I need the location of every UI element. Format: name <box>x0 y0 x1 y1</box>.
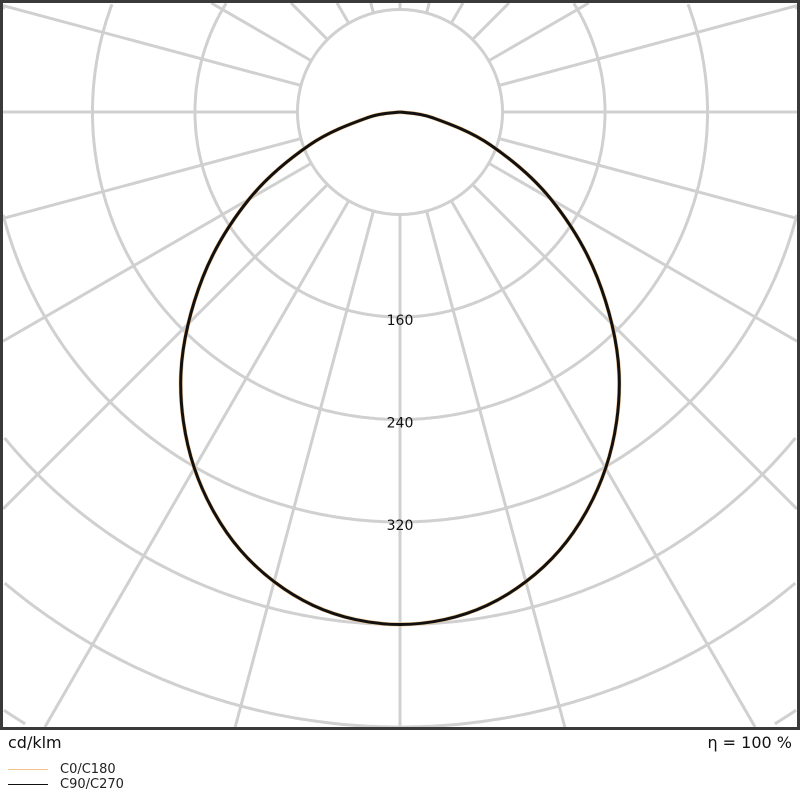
grid-ring <box>3 709 26 726</box>
legend-item-c0: C0/C180 <box>8 762 124 777</box>
grid-ring <box>400 437 797 626</box>
grid-radial-line <box>3 161 312 343</box>
grid-radial-line <box>498 4 797 87</box>
legend: C0/C180 C90/C270 <box>8 762 124 792</box>
ring-label: 160 <box>387 313 414 329</box>
grid-ring <box>91 3 400 421</box>
grid-radial-line <box>233 210 375 727</box>
grid-radial-line <box>471 183 797 511</box>
grid-radial-line <box>488 161 797 343</box>
grid-radial-line <box>498 137 797 220</box>
ring-label: 320 <box>387 518 414 534</box>
grid-radial-line <box>449 200 757 727</box>
grid-radial-line <box>335 3 351 24</box>
curve-c90-c270 <box>179 110 621 627</box>
grid-radial-line <box>369 3 375 14</box>
grid-radial-line <box>3 137 302 220</box>
legend-swatch-c0 <box>8 769 48 770</box>
ring-label: 240 <box>387 416 414 432</box>
grid-radial-line <box>488 3 590 63</box>
polar-chart: 160 240 320 <box>3 3 797 727</box>
grid-radial-line <box>425 3 431 14</box>
grid-ring <box>774 709 797 726</box>
grid-ring <box>3 214 400 524</box>
legend-label-c90: C90/C270 <box>60 777 124 792</box>
grid-ring <box>400 3 607 319</box>
grid-ring <box>400 3 709 421</box>
legend-label-c0: C0/C180 <box>60 762 116 777</box>
grid-radial-line <box>3 4 302 87</box>
grid-ring <box>400 581 797 727</box>
grid-radial-line <box>3 183 329 511</box>
grid-radial-line <box>449 3 465 24</box>
grid-radial-line <box>289 3 329 41</box>
grid-ring <box>3 581 400 727</box>
legend-swatch-c90 <box>8 784 48 785</box>
grid-radial-line <box>471 3 511 41</box>
grid-ring <box>193 3 400 319</box>
grid-radial-line <box>43 200 351 727</box>
legend-item-c90: C90/C270 <box>8 777 124 792</box>
grid-radial-line <box>425 210 567 727</box>
efficiency-label: η = 100 % <box>707 733 792 752</box>
grid-radial-line <box>210 3 312 63</box>
unit-label: cd/klm <box>8 733 62 752</box>
grid-ring <box>400 214 797 524</box>
grid-ring <box>3 437 400 626</box>
polar-chart-frame: 160 240 320 <box>0 0 800 730</box>
